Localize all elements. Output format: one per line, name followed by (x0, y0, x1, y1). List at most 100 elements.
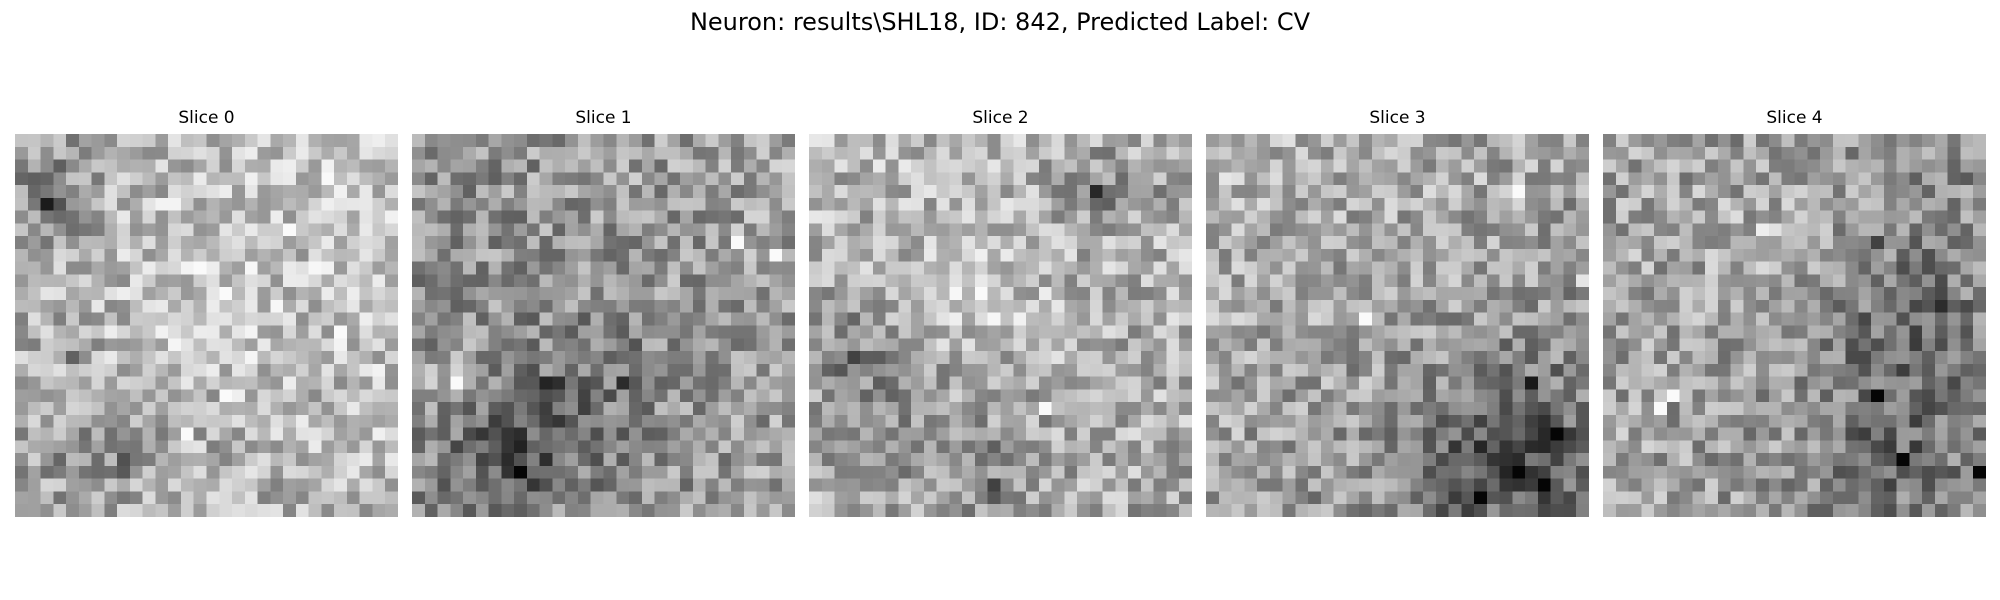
heatmap-cell (1089, 159, 1103, 173)
heatmap-cell (1934, 440, 1948, 454)
heatmap-cell (1743, 414, 1757, 428)
heatmap-cell (1781, 287, 1795, 300)
heatmap-cell (1537, 287, 1551, 300)
heatmap-cell (372, 427, 386, 441)
heatmap-cell (1641, 453, 1655, 466)
heatmap-cell (1641, 261, 1655, 275)
heatmap-cell (117, 223, 130, 237)
heatmap-cell (1807, 351, 1821, 364)
heatmap-cell (1397, 287, 1411, 300)
heatmap-cell (1832, 236, 1846, 249)
heatmap-cell (1000, 197, 1014, 211)
heatmap-cell (1206, 376, 1219, 390)
heatmap-cell (731, 491, 744, 505)
heatmap-cell (987, 453, 1001, 466)
heatmap-cell (1768, 427, 1782, 441)
heatmap-cell (1308, 261, 1321, 275)
heatmap-cell (1308, 376, 1321, 390)
heatmap-cell (104, 287, 118, 300)
heatmap-cell (1384, 287, 1398, 300)
heatmap-cell (1947, 504, 1961, 517)
heatmap-cell (53, 440, 67, 454)
heatmap-cell (885, 363, 899, 377)
heatmap-cell (1641, 223, 1655, 237)
heatmap-cell (1896, 223, 1910, 237)
heatmap-cell (1064, 236, 1078, 249)
heatmap-cell (1102, 274, 1116, 288)
heatmap-cell (1883, 185, 1897, 198)
heatmap-cell (974, 274, 988, 288)
heatmap-cell (1679, 197, 1693, 211)
heatmap-cell (1743, 389, 1757, 403)
heatmap-cell (1576, 287, 1589, 300)
heatmap-cell (437, 325, 451, 339)
heatmap-cell (232, 351, 245, 364)
heatmap-cell (257, 172, 271, 186)
heatmap-cell (847, 338, 861, 352)
heatmap-cell (488, 248, 502, 262)
heatmap-cell (1628, 465, 1642, 479)
heatmap-cell (641, 274, 655, 288)
heatmap-cell (1038, 172, 1052, 186)
heatmap-cell (923, 287, 937, 300)
heatmap-cell (860, 325, 873, 339)
heatmap-cell (1576, 172, 1589, 186)
heatmap-cell (334, 248, 347, 262)
heatmap-cell (488, 478, 502, 492)
heatmap-cell (1026, 414, 1039, 428)
heatmap-cell (1128, 312, 1141, 326)
heatmap-cell (565, 185, 578, 198)
heatmap-cell (1115, 274, 1129, 288)
heatmap-cell (1461, 453, 1475, 466)
heatmap-cell (295, 146, 309, 160)
heatmap-cell (450, 465, 464, 479)
heatmap-cell (346, 197, 360, 211)
heatmap-cell (1244, 504, 1258, 517)
heatmap-cell (629, 274, 642, 288)
heatmap-cell (1576, 402, 1589, 415)
heatmap-cell (321, 427, 335, 441)
heatmap-cell (206, 287, 220, 300)
heatmap-cell (244, 274, 258, 288)
heatmap-cell (1038, 210, 1052, 224)
heatmap-cell (1832, 351, 1846, 364)
heatmap-cell (1525, 299, 1538, 313)
heatmap-cell (1525, 312, 1538, 326)
heatmap-cell (1179, 223, 1192, 237)
heatmap-cell (962, 478, 975, 492)
heatmap-cell (270, 351, 284, 364)
heatmap-cell (1832, 389, 1846, 403)
heatmap-cell (257, 363, 271, 377)
heatmap-cell (463, 363, 476, 377)
heatmap-cell (219, 402, 233, 415)
heatmap-cell (974, 491, 988, 505)
heatmap-cell (385, 261, 398, 275)
heatmap-cell (1257, 389, 1270, 403)
heatmap-cell (1333, 504, 1347, 517)
heatmap-cell (1128, 185, 1141, 198)
heatmap-cell (577, 248, 591, 262)
heatmap-cell (756, 478, 770, 492)
heatmap-cell (501, 312, 515, 326)
heatmap-cell (1333, 389, 1347, 403)
heatmap-cell (257, 491, 271, 505)
heatmap-cell (629, 185, 642, 198)
heatmap-cell (488, 453, 502, 466)
heatmap-cell (1448, 325, 1462, 339)
heatmap-cell (1077, 491, 1090, 505)
heatmap-cell (1166, 465, 1180, 479)
heatmap-cell (1206, 299, 1219, 313)
heatmap-cell (1603, 134, 1616, 147)
heatmap-cell (1474, 440, 1487, 454)
heatmap-cell (385, 197, 398, 211)
panel-title-0: Slice 0 (178, 108, 235, 128)
heatmap-cell (1435, 478, 1449, 492)
heatmap-cell (1308, 274, 1321, 288)
heatmap-cell (1115, 414, 1129, 428)
heatmap-cell (1448, 172, 1462, 186)
heatmap-cell (731, 159, 744, 173)
heatmap-cell (1346, 478, 1360, 492)
heatmap-cell (1346, 312, 1360, 326)
heatmap-cell (1000, 325, 1014, 339)
heatmap-cell (1525, 338, 1538, 352)
